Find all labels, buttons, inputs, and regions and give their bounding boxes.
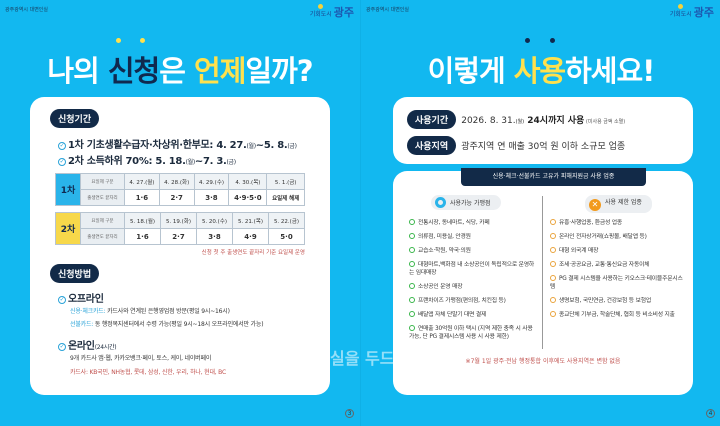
org-name: 광주광역시 대변인실 (366, 7, 409, 13)
check-icon (409, 247, 415, 253)
page-number: 4 (706, 409, 715, 418)
use-period-row: 사용기간 2026. 8. 31.(월) 24시까지 사용 (미사용 금액 소멸… (407, 108, 625, 129)
city-logo: 기회도시 광주 (669, 4, 714, 19)
column-divider (542, 196, 543, 349)
restricted-header: ✕ 사용 제한 업종 (585, 195, 652, 213)
check-icon: ✓ (58, 142, 66, 150)
page-number: 3 (345, 409, 354, 418)
check-icon (409, 297, 415, 303)
sun-icon (317, 4, 323, 9)
period-line-1: ✓ 1차 기초생활수급자·차상위·한부모: 4. 27.(월)~5. 8.(금) (58, 140, 297, 151)
allowed-header: 사용가능 가맹점 (431, 195, 501, 210)
list-item: 유흥·사행업종, 환금성 업종 (550, 219, 686, 227)
period-line-2: ✓ 2차 소득하위 70%: 5. 18.(월)~7. 3.(금) (58, 156, 236, 167)
offline-line-1: 신용·체크카드: 카드사와 연계된 은행영업점 방문(평일 9시~16시) (70, 308, 230, 315)
round-label: 1차 (55, 173, 81, 206)
check-icon (550, 247, 556, 253)
sun-icon (677, 4, 683, 9)
round2-table: 2차 요일제 구분 5. 18.(월) 5. 19.(화) 5. 20.(수) 5. 21… (55, 212, 305, 245)
section-header: 신용·체크·선불카드 고유가 피해지원금 사용 업종 (461, 168, 646, 186)
online-line-1: 9개 카드사 앱·웹, 카카오뱅크·페이, 토스, 케이, 네이버페이 (70, 355, 212, 362)
method-label: 신청방법 (50, 264, 100, 283)
logo-name: 광주 (333, 6, 354, 19)
list-item: 교습소·학원, 약국·의원 (409, 247, 537, 255)
list-item: 온라인 전자상거래(쇼핑몰, 배달앱 등) (550, 233, 686, 241)
list-item: 의류점, 미용실, 안경원 (409, 233, 537, 241)
page-title: 나의 신청은 언제일까? (47, 54, 313, 88)
check-icon (550, 275, 556, 281)
check-icon: ✓ (58, 158, 66, 166)
table-note: 신청 첫 주 출생연도 끝자리 기준 요일제 운영 (201, 250, 305, 256)
city-logo: 기회도시 광주 (310, 4, 354, 20)
dot-icon (116, 38, 121, 43)
check-icon (409, 233, 415, 239)
check-icon (550, 261, 556, 267)
list-item: 종교단체 기부금, 학술단체, 협회 등 비소비성 지출 (550, 311, 686, 319)
dot-icon (525, 38, 530, 43)
check-icon: ✓ (58, 296, 66, 304)
footnote: ※7월 1일 광주·전남 행정통합 이후에도 사용지역은 변함 없음 (465, 358, 621, 365)
list-item: 프랜차이즈 가맹점(편의점, 치킨집 등) (409, 297, 537, 305)
x-icon: ✕ (589, 199, 601, 211)
business-card: 신용·체크·선불카드 고유가 피해지원금 사용 업종 사용가능 가맹점 ✕ 사용 … (393, 168, 693, 395)
offline-line-2: 선불카드: 동 행정복지센터에서 수령 가능(평일 9시~18시 오프라인에서만… (70, 321, 264, 328)
usage-info-card: 사용기간 2026. 8. 31.(월) 24시까지 사용 (미사용 금액 소멸… (393, 97, 693, 164)
list-item: 전통시장, 동네마트, 식당, 카페 (409, 219, 537, 227)
list-item: 조세·공공요금, 교통·통신요금 자동이체 (550, 261, 686, 269)
check-icon (550, 311, 556, 317)
online-title: ✓ 온라인(24시간) (58, 341, 117, 352)
use-area-row: 사용지역 광주지역 연 매출 30억 원 이하 소규모 업종 (407, 134, 625, 155)
circle-o-icon (435, 197, 446, 208)
dot-icon (550, 38, 555, 43)
check-icon: ✓ (58, 343, 66, 351)
list-item: PG 결제 시스템을 사용하는 키오스크·테이블주문시스템 (550, 275, 683, 290)
list-item: 배달앱 자체 단말기 대면 결제 (409, 311, 537, 319)
offline-title: ✓ 오프라인 (58, 294, 104, 305)
round-label: 2차 (55, 212, 81, 245)
check-icon (409, 219, 415, 225)
check-icon (409, 311, 415, 317)
application-card: 신청기간 ✓ 1차 기초생활수급자·차상위·한부모: 4. 27.(월)~5. 8… (30, 97, 330, 395)
right-panel: 광주광역시 대변인실 기회도시 광주 이렇게 사용하세요! 사용기간 2026.… (360, 0, 720, 426)
period-label: 신청기간 (50, 109, 100, 128)
round1-table: 1차 요일제 구분 4. 27.(월) 4. 28.(화) 4. 29.(수) 4. 30… (55, 173, 305, 206)
page-title: 이렇게 사용하세요! (427, 54, 656, 88)
list-item: 생명보험, 국민연금, 건강보험 등 보험업 (550, 297, 686, 305)
check-icon (550, 219, 556, 225)
left-panel: 광주광역시 대변인실 기회도시 광주 나의 신청은 언제일까? 신청기간 ✓ 1차… (5, 4, 354, 418)
check-icon (409, 261, 415, 267)
check-icon (550, 233, 556, 239)
list-item: 연매출 30억원 이하 택시 (지역 제한 충족 시 사용 가능, 단 PG 결… (409, 325, 533, 340)
check-icon (409, 325, 415, 331)
logo-prefix: 기회도시 (309, 11, 332, 18)
watermark: 실을 두드리는 저널 (330, 349, 459, 368)
dot-icon (140, 38, 145, 43)
list-item: 대형마트,백화점 내 소상공인이 독립적으로 운영하는 임대매장 (409, 261, 535, 276)
check-icon (550, 297, 556, 303)
list-item: 대형 외국계 매장 (550, 247, 686, 255)
org-name: 광주광역시 대변인실 (5, 7, 48, 13)
online-line-2: 카드사: KB국민, NH농협, 롯데, 삼성, 신한, 우리, 하나, 현대,… (70, 369, 226, 376)
check-icon (409, 283, 415, 289)
list-item: 소상공인 운영 매장 (409, 283, 537, 291)
